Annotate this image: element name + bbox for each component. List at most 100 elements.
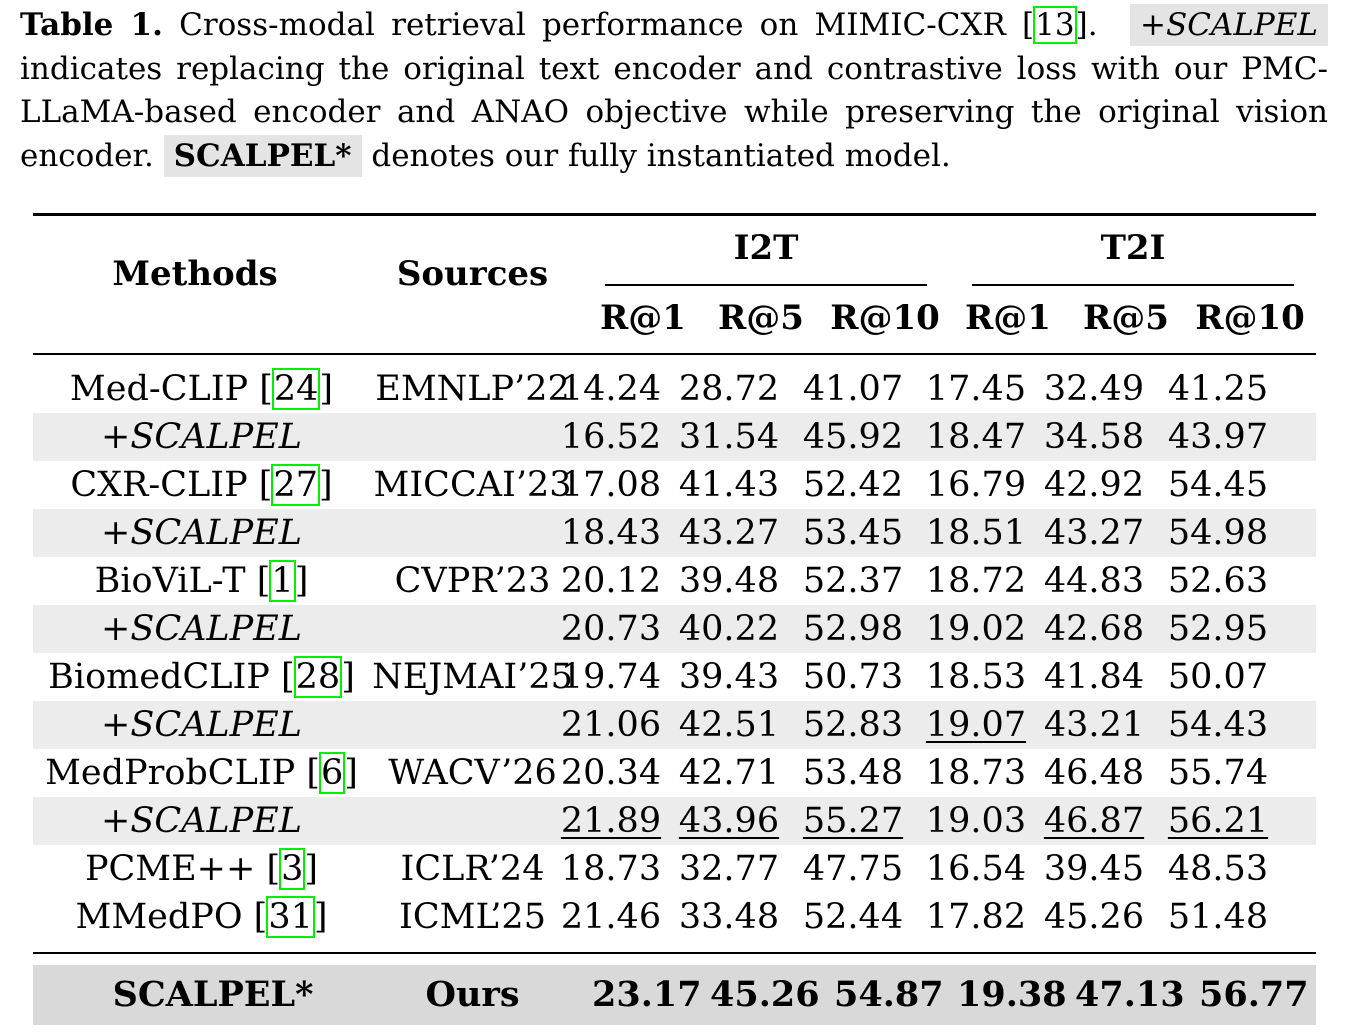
value-cell: 43.96: [678, 801, 780, 841]
value-cell: 55.74: [1167, 753, 1269, 793]
header-group-i2t: I2T: [733, 228, 799, 268]
total-source: Ours: [425, 974, 520, 1015]
value-cell: 46.48: [1043, 753, 1145, 793]
citation-close: ]: [319, 369, 334, 409]
method-name: MedProbCLIP [: [45, 753, 320, 793]
table-row: MedProbCLIP [6] WACV’26 20.34 42.71 53.48 18.…: [33, 749, 1316, 797]
citation-close: ]: [294, 561, 309, 601]
source-cell: ICML’25: [399, 897, 546, 937]
caption-highlight-scalpel-star: SCALPEL*: [163, 134, 362, 177]
citation-link[interactable]: 3: [279, 848, 306, 890]
header-i2t-r5: R@5: [718, 298, 804, 338]
value-cell: 54.98: [1167, 513, 1269, 553]
source-cell: [370, 509, 575, 557]
source-cell: [370, 701, 575, 749]
total-row: SCALPEL* Ours 23.17 45.26 54.87 19.38 47…: [33, 965, 1316, 1025]
table-row: +SCALPEL 18.43 43.27 53.45 18.51 43.27 54.98: [33, 509, 1316, 557]
value-cell: 52.42: [802, 465, 904, 505]
value-cell: 32.77: [678, 849, 780, 889]
citation-link[interactable]: 27: [271, 464, 320, 506]
value-cell: 42.68: [1043, 609, 1145, 649]
value-cell: 52.98: [802, 609, 904, 649]
citation-link[interactable]: 31: [266, 896, 315, 938]
caption-citation[interactable]: 13: [1033, 6, 1077, 44]
value-cell: 33.48: [678, 897, 780, 937]
value-cell: 50.73: [802, 657, 904, 697]
source-cell: NEJMAI’25: [372, 657, 573, 697]
value-cell: 52.37: [802, 561, 904, 601]
total-top-rule: [33, 952, 1316, 954]
citation-link[interactable]: 1: [269, 560, 296, 602]
source-cell: CVPR’23: [394, 561, 551, 601]
method-name: Med-CLIP [: [69, 369, 273, 409]
value-cell: 16.54: [925, 849, 1027, 889]
table-top-rule: [33, 213, 1316, 216]
value-cell: 52.63: [1167, 561, 1269, 601]
table-row: BioViL-T [1] CVPR’23 20.12 39.48 52.37 18.72 4…: [33, 557, 1316, 605]
value-cell: 19.03: [925, 801, 1027, 841]
caption-highlight-scalpel: +SCALPEL: [1130, 4, 1328, 46]
value-cell: 55.27: [802, 801, 904, 841]
caption-text-1: Cross-modal retrieval performance on MIM…: [162, 7, 1035, 43]
value-cell: 39.48: [678, 561, 780, 601]
value-cell: 18.53: [925, 657, 1027, 697]
value-cell: 53.48: [802, 753, 904, 793]
value-cell: 42.71: [678, 753, 780, 793]
method-name: CXR-CLIP [: [70, 465, 273, 505]
total-value: 54.87: [834, 974, 944, 1015]
value-cell: 18.73: [925, 753, 1027, 793]
citation-link[interactable]: 6: [318, 752, 346, 794]
value-cell: 19.74: [560, 657, 662, 697]
value-cell: 18.47: [925, 417, 1027, 457]
caption-text-2: ].: [1075, 7, 1098, 43]
source-cell: [370, 797, 575, 845]
caption-label: Table 1.: [20, 7, 163, 43]
method-name: +SCALPEL: [101, 513, 302, 553]
value-cell: 45.92: [802, 417, 904, 457]
header-t2i-r10: R@10: [1195, 298, 1305, 338]
value-cell: 42.92: [1043, 465, 1145, 505]
value-cell: 52.44: [802, 897, 904, 937]
citation-link[interactable]: 28: [293, 656, 343, 698]
value-cell: 52.95: [1167, 609, 1269, 649]
source-cell: EMNLP’22: [375, 369, 570, 409]
table-row: +SCALPEL 20.73 40.22 52.98 19.02 42.68 52.95: [33, 605, 1316, 653]
value-cell: 17.08: [560, 465, 662, 505]
header-t2i-r1: R@1: [965, 298, 1051, 338]
value-cell: 20.73: [560, 609, 662, 649]
value-cell: 44.83: [1043, 561, 1145, 601]
header-bottom-rule: [33, 353, 1316, 355]
source-cell: [370, 413, 575, 461]
method-cell: CXR-CLIP [27]: [33, 461, 370, 509]
method-name: BiomedCLIP [: [48, 657, 295, 697]
value-cell: 16.79: [925, 465, 1027, 505]
method-cell: MedProbCLIP [6]: [33, 749, 370, 797]
value-cell: 54.45: [1167, 465, 1269, 505]
value-cell: 43.21: [1043, 705, 1145, 745]
table-row: Med-CLIP [24] EMNLP’22 14.24 28.72 41.07 17.4…: [33, 365, 1316, 413]
table-row: +SCALPEL 21.06 42.51 52.83 19.07 43.21 54.43: [33, 701, 1316, 749]
value-cell: 20.12: [560, 561, 662, 601]
method-cell: Med-CLIP [24]: [33, 365, 370, 413]
method-cell: +SCALPEL: [33, 797, 370, 845]
value-cell: 18.73: [560, 849, 662, 889]
value-cell: 46.87: [1043, 801, 1145, 841]
value-cell: 56.21: [1167, 801, 1269, 841]
method-cell: BiomedCLIP [28]: [33, 653, 370, 701]
value-cell: 53.45: [802, 513, 904, 553]
citation-link[interactable]: 24: [271, 368, 321, 410]
value-cell: 21.06: [560, 705, 662, 745]
citation-close: ]: [304, 849, 319, 889]
table-row: MMedPO [31] ICML’25 21.46 33.48 52.44 17.82 45…: [33, 893, 1316, 941]
method-name: +SCALPEL: [101, 801, 302, 841]
citation-close: ]: [318, 465, 333, 505]
caption-text-4: denotes our fully instantiated model.: [361, 137, 951, 174]
method-cell: +SCALPEL: [33, 509, 370, 557]
value-cell: 54.43: [1167, 705, 1269, 745]
value-cell: 18.51: [925, 513, 1027, 553]
method-name: +SCALPEL: [101, 609, 302, 649]
method-cell: BioViL-T [1]: [33, 557, 370, 605]
value-cell: 31.54: [678, 417, 780, 457]
method-name: +SCALPEL: [101, 417, 302, 457]
caption-text-3: indicates replacing the original text en…: [20, 50, 1328, 174]
